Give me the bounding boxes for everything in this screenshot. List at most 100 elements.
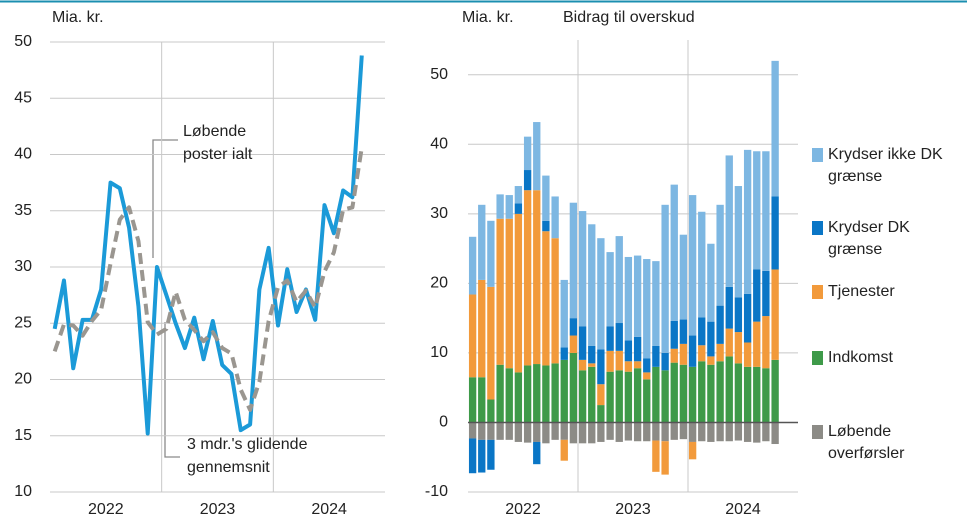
bar-segment — [606, 422, 614, 440]
bar-segment — [661, 441, 669, 475]
bar-segment — [624, 422, 633, 441]
legend-swatch — [812, 221, 823, 235]
bar-segment — [578, 326, 587, 360]
x-tick-label: 2023 — [615, 501, 651, 518]
bar-segment — [753, 366, 761, 423]
bar-segment — [560, 422, 568, 440]
bar-segment — [578, 211, 587, 327]
y-tick-label: 40 — [430, 136, 448, 153]
bar-segment — [643, 379, 651, 423]
y-tick-label: 50 — [14, 33, 32, 50]
bar-segment — [688, 441, 697, 460]
bar-segment — [514, 203, 523, 214]
annotation: 3 mdr.'s glidende — [187, 436, 308, 453]
bar-segment — [597, 349, 605, 385]
bar-segment — [743, 366, 752, 423]
bar-segment — [597, 238, 605, 350]
bar-segment — [487, 399, 495, 423]
bar-segment — [707, 243, 715, 322]
bar-segment — [560, 279, 568, 348]
marks — [468, 60, 779, 475]
bar-segment — [478, 422, 486, 440]
bar-segment — [762, 270, 770, 317]
bar-segment — [468, 422, 477, 439]
x-tick-label: 2024 — [311, 501, 347, 518]
legend-label: Krydser ikke DK grænse — [828, 146, 943, 185]
bar-segment — [652, 261, 660, 346]
y-tick-label: 10 — [430, 344, 448, 361]
bar-segment — [661, 422, 669, 442]
bar-segment — [578, 359, 587, 371]
bar-segment — [716, 361, 724, 423]
bar-segment — [569, 335, 578, 353]
bar-segment — [624, 371, 633, 423]
bar-segment — [716, 422, 724, 442]
bar-segment — [707, 364, 715, 423]
bar-segment — [652, 440, 660, 472]
bar-segment — [551, 238, 559, 364]
bar-segment — [633, 255, 642, 337]
grid — [50, 41, 385, 493]
bar-segment — [661, 204, 669, 353]
y-tick-label: 20 — [14, 371, 32, 388]
bar-segment — [753, 422, 761, 443]
bar-segment — [753, 321, 761, 367]
bar-segment — [487, 220, 495, 287]
bar-segment — [753, 269, 761, 322]
bar-segment — [560, 439, 568, 461]
annotation: gennemsnit — [187, 459, 270, 476]
bar-segment — [588, 366, 596, 423]
bar-segment — [762, 316, 770, 369]
bar-segment — [560, 359, 568, 423]
legend-label: Løbende overførsler — [828, 423, 905, 462]
bar-segment — [670, 320, 678, 349]
subtitle: Bidrag til overskud — [563, 9, 695, 26]
y-tick-label: 0 — [439, 414, 448, 431]
bar-segment — [578, 422, 587, 444]
bar-segment — [734, 186, 743, 298]
bar-segment — [725, 155, 733, 287]
bar-segment — [514, 213, 523, 373]
bar-segment — [688, 422, 697, 442]
bar-segment — [762, 151, 770, 271]
bar-segment — [551, 422, 559, 440]
bar-segment — [542, 231, 550, 366]
bar-segment — [771, 422, 779, 445]
bar-segment — [633, 336, 642, 362]
bar-segment — [771, 196, 779, 270]
bar-segment — [707, 356, 715, 365]
y-tick-label: 40 — [14, 146, 32, 163]
bar-segment — [670, 422, 678, 440]
bar-segment — [762, 422, 770, 442]
bar-segment — [670, 348, 678, 363]
y-tick-label: 25 — [14, 314, 32, 331]
bar-segment — [679, 234, 688, 320]
bar-segment — [542, 365, 550, 423]
bar-segment — [523, 136, 532, 171]
annotation-leaders — [152, 139, 180, 458]
bar-segment — [734, 363, 743, 423]
bar-segment — [588, 345, 596, 364]
bar-segment — [615, 350, 623, 371]
bar-segment — [606, 350, 614, 372]
bar-segment — [652, 422, 660, 441]
bar-segment — [597, 384, 605, 406]
bar-segment — [560, 347, 568, 360]
bar-segment — [496, 364, 504, 423]
y-tick-label: -10 — [425, 483, 448, 500]
bar-segment — [523, 365, 532, 423]
x-tick-label: 2022 — [88, 501, 124, 518]
bar-segment — [468, 236, 477, 295]
line-series — [52, 55, 364, 436]
legend-label: Krydser DK grænse — [828, 219, 910, 258]
bar-segment — [514, 372, 523, 423]
bar-segment — [688, 195, 697, 336]
bar-segment — [523, 190, 532, 366]
bar-segment — [542, 175, 550, 221]
bar-segment — [496, 194, 504, 219]
bar-segment — [725, 286, 733, 329]
bar-segment — [734, 422, 743, 441]
bar-segment — [533, 122, 541, 191]
bar-segment — [771, 60, 779, 197]
bar-segment — [597, 405, 605, 423]
